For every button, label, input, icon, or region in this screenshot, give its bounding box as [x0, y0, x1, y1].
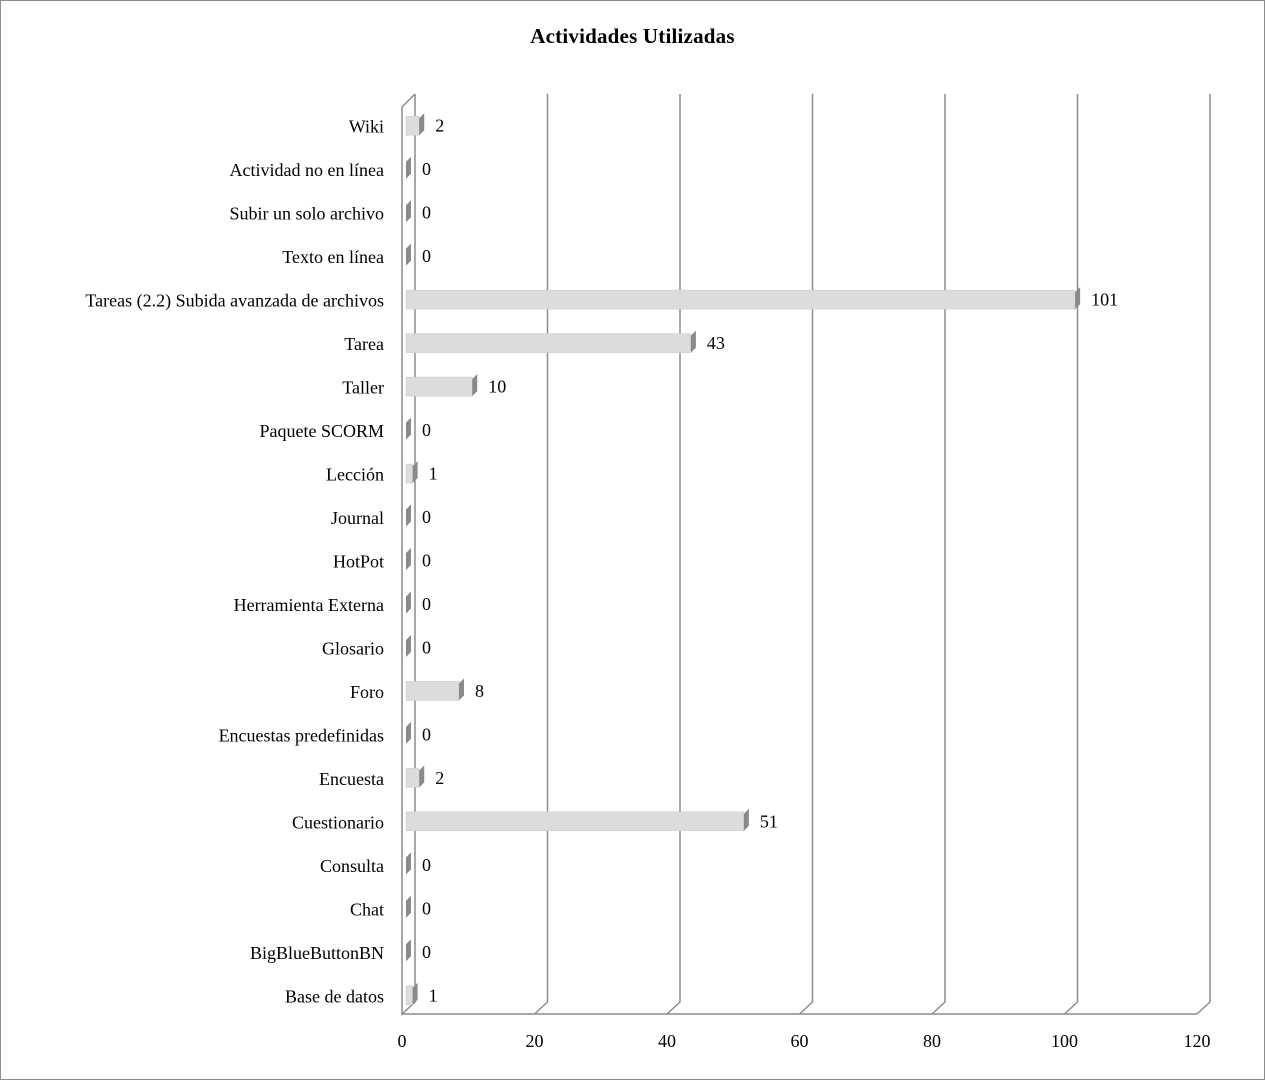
bar-side	[743, 808, 749, 831]
bar-face	[405, 115, 420, 136]
category-label: Taller	[342, 378, 384, 398]
bar-side	[406, 939, 411, 962]
data-label: 0	[422, 855, 431, 875]
data-label: 0	[422, 507, 431, 527]
category-label: BigBlueButtonBN	[250, 943, 384, 963]
bar-side	[1075, 287, 1081, 310]
data-label: 0	[422, 637, 431, 657]
category-label: Base de datos	[285, 986, 384, 1006]
gridline-floor	[533, 1001, 549, 1015]
x-tick-label: 100	[1051, 1031, 1078, 1051]
bar-face	[405, 463, 413, 484]
gridline-floor	[798, 1001, 814, 1015]
category-label: Encuesta	[319, 769, 384, 789]
category-label: Actividad no en línea	[230, 160, 384, 180]
bar-face	[405, 811, 745, 832]
category-label: Texto en línea	[282, 247, 384, 267]
bar-side	[406, 200, 411, 223]
bar-face	[405, 681, 460, 701]
bar-side	[406, 721, 411, 744]
bar-side	[459, 678, 464, 701]
data-label: 1	[429, 985, 438, 1005]
category-label: Tarea	[344, 334, 384, 354]
bar-side	[406, 156, 411, 179]
bar-side	[406, 634, 411, 657]
x-tick-label: 80	[923, 1031, 941, 1051]
category-label: Consulta	[320, 856, 384, 876]
chart-title: Actividades Utilizadas	[530, 24, 735, 48]
data-label: 0	[422, 942, 431, 962]
bar-side	[412, 461, 418, 484]
bar-side	[406, 243, 411, 266]
bar-side	[406, 417, 411, 440]
gridlines	[533, 94, 1211, 1015]
gridline-floor	[931, 1001, 946, 1015]
data-label: 43	[707, 333, 725, 353]
category-label: Subir un solo archivo	[230, 204, 385, 224]
bar-face	[405, 289, 1076, 310]
x-tick-label: 40	[658, 1031, 676, 1051]
bar-face	[405, 376, 473, 397]
category-labels: Wiki Actividad no en línea Subir un solo a…	[85, 117, 384, 1007]
bar-side	[406, 852, 411, 875]
bar-side	[419, 765, 425, 788]
bar-face	[405, 768, 420, 788]
bar-face	[405, 333, 692, 353]
data-label: 1	[429, 464, 438, 484]
bar-side	[419, 113, 425, 136]
category-label: Lección	[326, 465, 384, 485]
bar-side	[406, 548, 411, 570]
bar-side	[472, 374, 478, 397]
data-label: 0	[422, 159, 431, 179]
bars	[405, 113, 1081, 1006]
x-tick-label: 20	[526, 1031, 544, 1051]
bar-side	[406, 895, 411, 918]
data-label: 10	[488, 377, 506, 397]
category-label: Foro	[350, 682, 384, 702]
bar-side	[406, 504, 411, 527]
data-label: 2	[435, 768, 444, 788]
x-tick-label: 120	[1184, 1031, 1211, 1051]
category-label: Chat	[350, 899, 384, 919]
category-label: Journal	[331, 508, 384, 528]
data-label: 0	[422, 724, 431, 744]
data-label: 0	[422, 551, 431, 571]
bar-side	[406, 591, 411, 614]
bar-side	[690, 330, 696, 353]
x-tick-label: 0	[398, 1031, 407, 1051]
data-label: 2	[435, 116, 444, 136]
gridline-floor	[666, 1001, 681, 1015]
category-label: Wiki	[349, 117, 384, 137]
data-label: 8	[475, 681, 484, 701]
bar-face	[405, 985, 413, 1006]
category-label: Glosario	[322, 638, 384, 658]
data-label: 0	[422, 594, 431, 614]
data-label: 0	[422, 246, 431, 266]
data-label: 101	[1091, 290, 1118, 310]
gridline-floor	[1063, 1001, 1079, 1015]
category-label: Encuestas predefinidas	[219, 725, 384, 745]
category-label: Herramienta Externa	[234, 595, 384, 615]
category-label: Paquete SCORM	[259, 421, 384, 441]
bar-side	[412, 982, 418, 1005]
category-label: Tareas (2.2) Subida avanzada de archivos	[85, 291, 384, 312]
data-label: 0	[422, 898, 431, 918]
x-tick-label: 60	[791, 1031, 809, 1051]
data-label: 0	[422, 420, 431, 440]
gridline-floor	[1196, 1001, 1211, 1015]
category-label: HotPot	[333, 552, 384, 572]
x-axis-ticks: 0 20 40 60 80 100 120	[398, 1031, 1211, 1051]
category-label: Cuestionario	[292, 812, 384, 832]
data-label: 51	[760, 811, 778, 831]
data-label: 0	[422, 203, 431, 223]
